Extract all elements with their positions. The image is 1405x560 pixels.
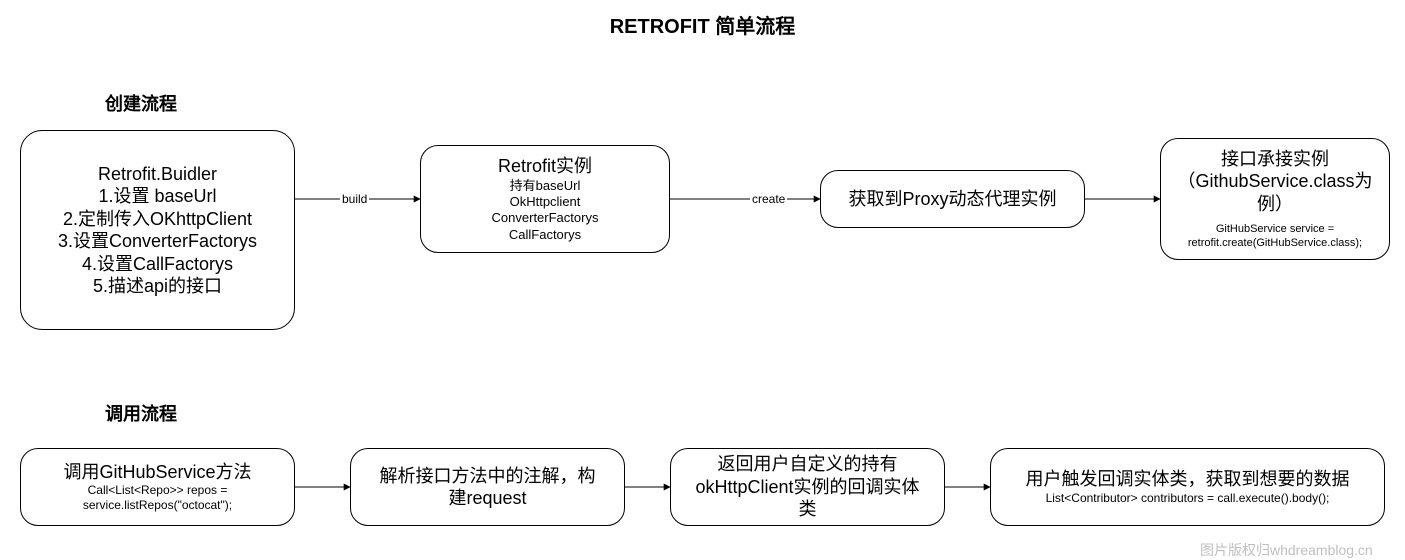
node-parse-annotations: 解析接口方法中的注解，构建request: [350, 448, 625, 526]
node-text-line: 调用GitHubService方法: [63, 461, 251, 484]
edge-label-create: create: [750, 192, 787, 206]
node-text-line: 返回用户自定义的持有: [718, 453, 898, 476]
node-text-line: 解析接口方法中的注解，构: [380, 465, 596, 488]
node-text-line: okHttpClient实例的回调实体: [695, 476, 919, 499]
node-text-line: 接口承接实例: [1221, 148, 1329, 171]
diagram-title: RETROFIT 简单流程: [0, 10, 1405, 39]
node-call-service-method: 调用GitHubService方法Call<List<Repo>> repos …: [20, 448, 295, 526]
node-user-trigger-callback: 用户触发回调实体类，获取到想要的数据List<Contributor> cont…: [990, 448, 1385, 526]
node-text-line: 5.描述api的接口: [93, 275, 222, 298]
node-text-line: Call<List<Repo>> repos =: [88, 483, 228, 498]
node-text-line: 4.设置CallFactorys: [82, 253, 233, 276]
node-text-line: 3.设置ConverterFactorys: [58, 230, 257, 253]
section-call-label: 调用流程: [105, 400, 177, 426]
diagram-canvas: RETROFIT 简单流程 创建流程 调用流程 Retrofit.Buidler…: [0, 0, 1405, 560]
node-interface-instance: 接口承接实例（GithubService.class为例） GitHubServ…: [1160, 138, 1390, 260]
watermark-text: 图片版权归whdreamblog.cn: [1200, 540, 1373, 560]
node-text-line: OkHttpclient: [510, 194, 581, 210]
node-text-line: 用户触发回调实体类，获取到想要的数据: [1026, 468, 1350, 491]
node-text-line: [1274, 215, 1276, 223]
node-retrofit-builder: Retrofit.Buidler1.设置 baseUrl2.定制传入OKhttp…: [20, 130, 295, 330]
node-text-line: 获取到Proxy动态代理实例: [848, 188, 1056, 211]
node-text-line: 持有baseUrl: [510, 178, 581, 194]
node-retrofit-instance: Retrofit实例持有baseUrlOkHttpclientConverter…: [420, 145, 670, 253]
node-text-line: ConverterFactorys: [492, 210, 599, 226]
node-text-line: 例）: [1257, 193, 1293, 216]
node-text-line: service.listRepos("octocat");: [83, 498, 232, 513]
node-text-line: 建request: [448, 487, 526, 510]
node-text-line: 类: [799, 498, 817, 521]
node-text-line: Retrofit实例: [498, 155, 592, 178]
node-text-line: （GithubService.class为: [1177, 170, 1372, 193]
node-proxy-instance: 获取到Proxy动态代理实例: [820, 170, 1085, 228]
section-create-label: 创建流程: [105, 90, 177, 116]
node-text-line: GitHubService service =: [1216, 223, 1334, 237]
node-text-line: 1.设置 baseUrl: [98, 185, 216, 208]
node-text-line: retrofit.create(GitHubService.class);: [1188, 237, 1362, 251]
edge-label-build: build: [340, 192, 369, 206]
node-text-line: List<Contributor> contributors = call.ex…: [1046, 491, 1330, 506]
node-text-line: CallFactorys: [509, 227, 581, 243]
node-return-callback: 返回用户自定义的持有okHttpClient实例的回调实体类: [670, 448, 945, 526]
node-text-line: Retrofit.Buidler: [98, 163, 217, 186]
node-text-line: 2.定制传入OKhttpClient: [63, 208, 252, 231]
